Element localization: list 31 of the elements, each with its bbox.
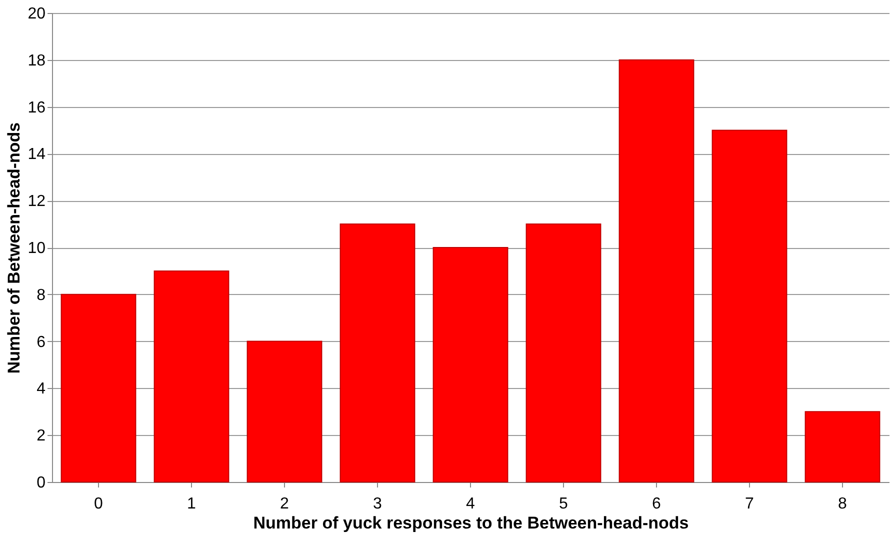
bar	[618, 59, 694, 482]
x-tick-label: 5	[559, 496, 568, 512]
bar	[712, 130, 788, 482]
x-tick-label: 8	[838, 496, 848, 512]
y-tick-label: 12	[28, 193, 46, 210]
y-tick-label: 8	[36, 286, 46, 304]
y-tick-label: 10	[28, 240, 46, 257]
bar	[60, 294, 136, 482]
y-tick-label: 6	[36, 334, 46, 351]
bar	[154, 270, 230, 482]
x-tick-label: 1	[187, 496, 196, 512]
y-axis-title: Number of Between-head-nods	[4, 122, 24, 374]
bar	[432, 247, 508, 482]
x-axis-title: Number of yuck responses to the Between-head-nods	[253, 514, 689, 532]
x-tick-label: 6	[652, 496, 662, 512]
y-tick-label: 2	[36, 428, 46, 445]
x-tick-label: 3	[373, 496, 382, 512]
bar	[804, 411, 880, 482]
x-tick-label: 0	[94, 496, 104, 512]
y-tick-label: 4	[36, 380, 46, 398]
bar	[246, 340, 322, 482]
bar	[526, 224, 602, 482]
x-tick-label: 7	[745, 496, 754, 512]
bar	[340, 224, 416, 482]
y-tick-label: 18	[28, 52, 46, 70]
y-tick-label: 14	[28, 146, 46, 164]
y-tick-label: 16	[28, 99, 46, 116]
y-tick-label: 20	[28, 6, 46, 22]
x-tick-label: 2	[280, 496, 290, 512]
x-tick-label: 4	[466, 496, 476, 512]
y-tick-label: 0	[36, 474, 46, 492]
